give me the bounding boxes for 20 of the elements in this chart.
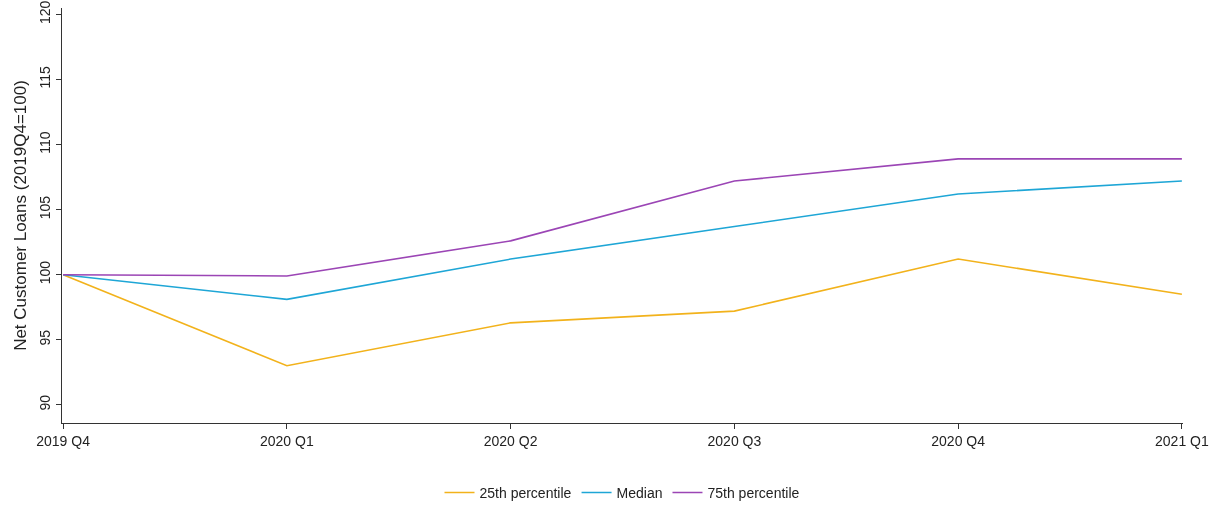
legend-label: Median bbox=[616, 485, 663, 502]
x-tick-label: 2019 Q4 bbox=[36, 432, 91, 449]
y-tick-label: 105 bbox=[37, 195, 54, 220]
line-series bbox=[62, 258, 1183, 367]
y-tick-label: 90 bbox=[37, 394, 54, 411]
x-tick-label: 2020 Q4 bbox=[931, 432, 986, 449]
x-tick-label: 2020 Q3 bbox=[707, 432, 762, 449]
y-tick-label: 95 bbox=[37, 329, 54, 346]
y-tick-label: 110 bbox=[37, 131, 54, 154]
x-tick-label: 2020 Q1 bbox=[260, 432, 314, 449]
line-series bbox=[62, 180, 1183, 301]
legend-label: 75th percentile bbox=[707, 485, 800, 502]
y-tick-label: 120 bbox=[37, 0, 54, 25]
y-tick-label: 115 bbox=[37, 66, 54, 89]
y-axis-title: Net Customer Loans (2019Q4=100) bbox=[10, 80, 30, 351]
x-tick-label: 2020 Q2 bbox=[483, 432, 538, 449]
x-tick-label: 2021 Q1 bbox=[1155, 432, 1209, 449]
y-tick-label: 100 bbox=[37, 260, 54, 285]
legend-label: 25th percentile bbox=[479, 485, 572, 502]
line-series bbox=[62, 158, 1183, 277]
